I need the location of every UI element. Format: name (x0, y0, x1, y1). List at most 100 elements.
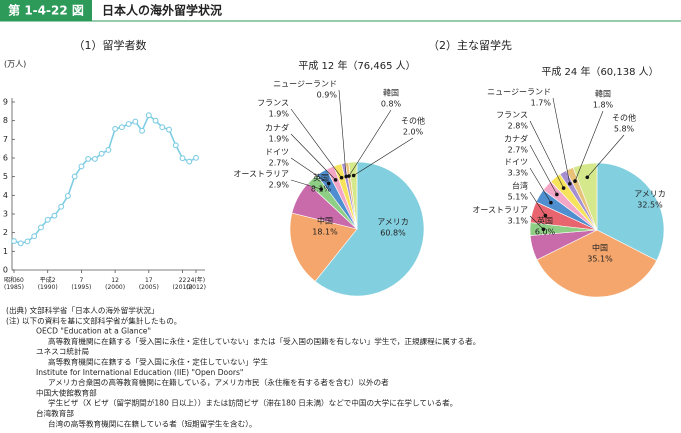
y-tick-label: 0 (3, 266, 8, 275)
slice-label: オーストラリア (472, 206, 528, 215)
line-marker (179, 155, 186, 162)
slice-label: ドイツ (504, 158, 528, 167)
line-marker (139, 127, 146, 134)
x-tick-label: 22 (2010) (173, 277, 193, 291)
y-axis-label: (万人) (4, 60, 26, 69)
leader-dot (549, 200, 553, 205)
line-marker (64, 192, 71, 199)
leader-line (529, 191, 546, 216)
line-marker (132, 118, 139, 125)
line-marker (125, 121, 132, 127)
section-title: （2）主な留学先 (428, 38, 512, 52)
leader-line (587, 134, 625, 178)
slice-value-label: 3.1% (508, 217, 529, 226)
slice-value-label: 2.0% (403, 128, 424, 137)
y-tick-label: 3 (3, 210, 8, 219)
note-line: 高等教育機関に在籍する「受入国に永住・定住していない」または「受入国の国籍を有し… (48, 336, 480, 346)
line-marker (98, 150, 105, 157)
y-tick-label: 2 (3, 228, 8, 237)
x-tick-label: 12 (2000) (105, 277, 125, 291)
line-marker (44, 216, 51, 223)
x-tick-label: 昭和60 (1985) (4, 276, 24, 291)
pie-slice (596, 162, 665, 261)
line-marker (105, 147, 112, 153)
slice-value-label: 2.8% (508, 122, 529, 131)
line-marker (186, 158, 193, 165)
slice-value-label: 60.8% (380, 229, 406, 238)
note-line: 高等教育機関に在籍する「受入国に永住・定住していない」学生 (48, 357, 268, 367)
line-marker (193, 154, 199, 161)
y-tick-label: 8 (3, 116, 8, 125)
slice-value-label: 1.8% (593, 101, 614, 110)
slice-label: アメリカ (634, 190, 666, 199)
leader-line (290, 108, 342, 178)
note-line: (注) 以下の資料を基に文部科学省が集計したもの。 (6, 315, 181, 325)
line-marker (31, 233, 38, 240)
chart-title: （1）留学者数 (74, 38, 147, 52)
slice-label: 英国 (313, 173, 329, 183)
pie-title: 平成 12 年（76,465 人） (298, 59, 415, 72)
x-tick-label: 平成2 (1990) (38, 276, 58, 291)
line-marker (17, 240, 24, 247)
leader-dot (585, 175, 590, 180)
slice-value-label: 2.7% (508, 146, 529, 155)
header-badge (0, 0, 92, 21)
y-tick-label: 6 (3, 154, 8, 163)
leader-dot (333, 178, 338, 182)
figure-number: 第 1-4-22 図 (8, 3, 84, 18)
slice-label: オーストラリア (233, 170, 289, 179)
line-marker (152, 117, 159, 124)
slice-label: フランス (257, 99, 289, 108)
leader-dot (561, 186, 566, 190)
slice-value-label: 5.8% (614, 125, 635, 134)
line-marker (38, 224, 44, 231)
slice-label: カナダ (504, 134, 528, 144)
leader-dot (326, 181, 331, 186)
leader-line (529, 215, 544, 230)
pie-slice (289, 212, 358, 282)
leader-dot (351, 173, 356, 178)
y-tick-label: 4 (3, 191, 8, 200)
line-marker (159, 124, 166, 131)
line-marker (78, 163, 85, 170)
line-marker (11, 238, 17, 245)
leader-line (290, 179, 322, 190)
leader-line (353, 137, 414, 176)
leader-line (290, 157, 329, 184)
slice-value-label: 18.1% (312, 228, 338, 237)
slice-value-label: 5.1% (508, 193, 529, 202)
note-line: OECD "Education at a Glance" (36, 327, 151, 336)
slice-value-label: 1.9% (269, 135, 290, 144)
x-tick-label: 17 (2005) (139, 277, 159, 291)
slice-value-label: 1.7% (531, 99, 552, 108)
note-line: 台湾教育部 (36, 408, 74, 418)
note-line: ユネスコ統計局 (36, 346, 89, 356)
leader-dot (319, 187, 324, 191)
note-line: アメリカ合衆国の高等教育機関に在籍している，アメリカ市民（永住権を有する者を含む… (48, 377, 389, 387)
leader-line (529, 167, 552, 203)
leader-line (574, 110, 604, 182)
y-tick-label: 5 (3, 172, 8, 181)
slice-value-label: 2.7% (269, 159, 290, 168)
leader-line (552, 97, 571, 184)
line-marker (91, 155, 98, 162)
slice-label: 台湾 (512, 181, 528, 191)
line-marker (145, 112, 152, 119)
slice-label: その他 (401, 116, 425, 126)
leader-dot (573, 179, 577, 183)
pie-slice (536, 229, 658, 298)
y-tick-label: 9 (3, 98, 8, 107)
slice-label: ドイツ (265, 148, 289, 157)
pie-slice (572, 162, 598, 231)
slice-label: その他 (612, 113, 636, 123)
line-marker (51, 212, 58, 219)
slice-value-label: 2.9% (269, 181, 290, 190)
leader-line (348, 109, 392, 177)
line-marker (58, 203, 65, 210)
figure-title: 日本人の海外留学状況 (102, 3, 222, 18)
slice-value-label: 6.0% (535, 228, 556, 237)
slice-label: ニュージーランド (487, 88, 551, 97)
y-tick-label: 7 (3, 135, 8, 144)
line-marker (112, 125, 119, 132)
